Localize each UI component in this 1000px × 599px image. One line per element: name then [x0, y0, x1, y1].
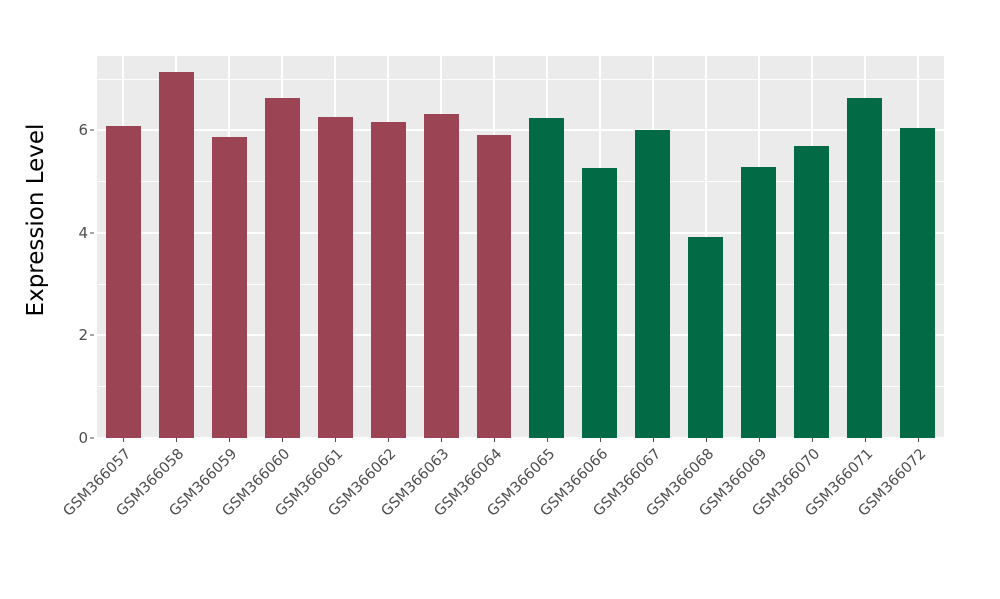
y-axis-tick-mark — [90, 232, 94, 234]
bar[interactable] — [423, 113, 459, 438]
gridline-major-horizontal — [97, 437, 944, 438]
x-axis-tick-mark — [917, 438, 919, 442]
bar[interactable] — [582, 167, 618, 438]
x-axis-tick-mark — [335, 438, 337, 442]
x-axis-tick-mark — [811, 438, 813, 442]
x-axis-tick-mark — [652, 438, 654, 442]
gridline-minor-horizontal — [97, 181, 944, 183]
bar[interactable] — [741, 167, 777, 438]
x-axis-tick-mark — [546, 438, 548, 442]
bar[interactable] — [317, 117, 353, 438]
bar[interactable] — [847, 97, 883, 438]
bar[interactable] — [688, 237, 724, 438]
y-axis-tick-labels: 0 2 4 6 — [60, 0, 88, 580]
bar[interactable] — [794, 145, 830, 438]
bar[interactable] — [900, 127, 935, 438]
bar[interactable] — [476, 134, 512, 438]
x-axis-tick-mark — [123, 438, 125, 442]
plot-panel — [97, 56, 944, 438]
y-axis-tick-label: 4 — [78, 223, 88, 242]
gridline-major-horizontal — [97, 231, 944, 234]
gridline-minor-horizontal — [97, 283, 944, 285]
y-axis-tick-label: 6 — [78, 121, 88, 140]
gridline-major-horizontal — [97, 334, 944, 337]
bar[interactable] — [635, 130, 671, 438]
bar[interactable] — [105, 126, 141, 438]
gridline-major-horizontal — [97, 129, 944, 132]
x-axis-tick-mark — [599, 438, 601, 442]
y-axis-tick-mark — [90, 129, 94, 131]
bar[interactable] — [529, 118, 565, 438]
y-axis-title: Expression Level — [23, 123, 49, 317]
bar[interactable] — [264, 98, 300, 438]
x-axis-tick-mark — [388, 438, 390, 442]
x-axis-tick-mark — [864, 438, 866, 442]
y-axis-tick-mark — [90, 334, 94, 336]
bar[interactable] — [158, 72, 194, 438]
x-axis-tick-mark — [176, 438, 178, 442]
x-axis-tick-mark — [441, 438, 443, 442]
y-axis-tick-label: 2 — [78, 326, 88, 345]
bar[interactable] — [370, 122, 406, 438]
y-axis-tick-mark — [90, 437, 94, 439]
x-axis-tick-mark — [705, 438, 707, 442]
bar[interactable] — [211, 136, 247, 438]
x-axis-tick-mark — [758, 438, 760, 442]
gridline-minor-horizontal — [97, 78, 944, 80]
x-axis-tick-mark — [229, 438, 231, 442]
gridline-minor-horizontal — [97, 386, 944, 388]
y-axis-tick-label: 0 — [78, 429, 88, 447]
x-axis-tick-mark — [282, 438, 284, 442]
x-axis-tick-mark — [494, 438, 496, 442]
